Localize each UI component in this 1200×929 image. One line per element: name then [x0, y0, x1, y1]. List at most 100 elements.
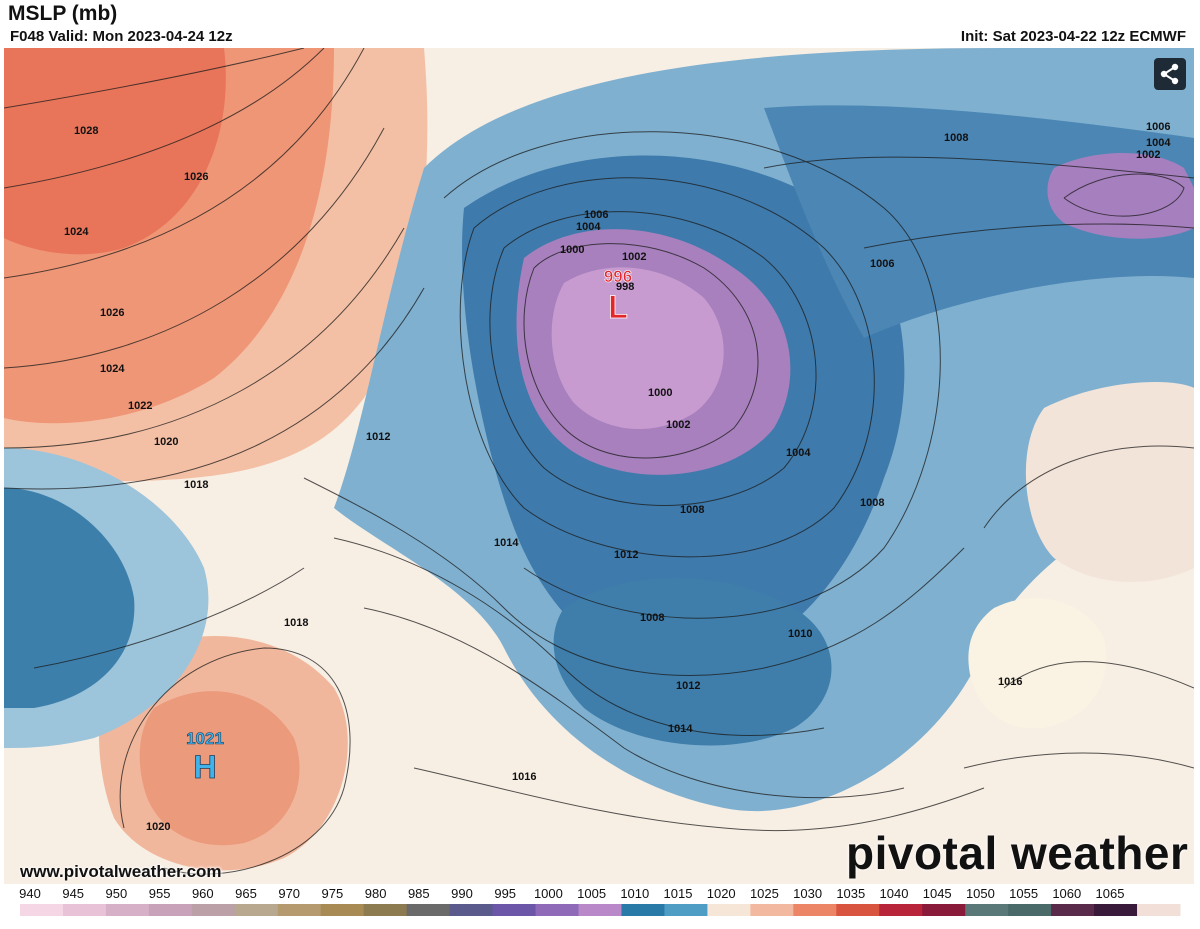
contour-label: 1018	[184, 479, 208, 491]
scale-bar	[20, 904, 1181, 916]
low-pressure-value: 996	[604, 267, 632, 286]
contour-label: 1002	[666, 419, 690, 431]
contour-label: 1020	[146, 821, 170, 833]
init-time: Init: Sat 2023-04-22 12z ECMWF	[960, 28, 1186, 45]
contour-label: 1022	[128, 400, 152, 412]
map-title: MSLP (mb)	[8, 2, 118, 25]
scale-tick-label: 1015	[664, 886, 693, 901]
scale-tick-label: 970	[278, 886, 300, 901]
brand-logo: pivotal weather	[846, 827, 1189, 879]
isobars	[4, 48, 1194, 875]
contour-label: 1006	[870, 258, 894, 270]
scale-color-segment	[1051, 904, 1095, 916]
scale-color-segment	[62, 904, 107, 916]
scale-color-segment	[320, 904, 365, 916]
contour-label: 1002	[622, 251, 646, 263]
scale-tick-label: 1025	[750, 886, 779, 901]
scale-color-segment	[234, 904, 279, 916]
scale-color-segment	[664, 904, 708, 916]
contour-label: 1018	[284, 617, 308, 629]
scale-tick-label: 1000	[534, 886, 563, 901]
low-pressure-mediterranean	[553, 578, 832, 746]
scale-color-segment	[449, 904, 494, 916]
scale-color-segment	[965, 904, 1009, 916]
contour-label: 1016	[998, 676, 1022, 688]
contour-label: 1010	[788, 628, 812, 640]
contour-label: 1000	[560, 244, 584, 256]
scale-color-segment	[20, 904, 64, 916]
scale-tick-label: 965	[235, 886, 257, 901]
scale-color-segment	[406, 904, 451, 916]
scale-tick-label: 1010	[620, 886, 649, 901]
high-pressure-center-northwest	[4, 48, 226, 255]
contour-label: 1004	[1146, 137, 1171, 149]
scale-color-segment	[578, 904, 622, 916]
contour-label: 1002	[1136, 149, 1160, 161]
scale-tick-label: 995	[494, 886, 516, 901]
scale-color-segment	[105, 904, 150, 916]
high-pressure-letter: H	[193, 749, 216, 785]
contour-label: 1028	[74, 125, 98, 137]
valid-time: F048 Valid: Mon 2023-04-24 12z	[10, 28, 233, 45]
contour-label: 1004	[576, 221, 601, 233]
scale-tick-label: 1065	[1096, 886, 1125, 901]
scale-tick-label: 960	[192, 886, 214, 901]
scale-color-segment	[793, 904, 837, 916]
scale-tick-label: 1035	[836, 886, 865, 901]
scale-tick-label: 1020	[707, 886, 736, 901]
contour-label: 1008	[860, 497, 884, 509]
contour-label: 998	[616, 281, 634, 293]
contour-label: 1006	[584, 209, 608, 221]
scale-tick-label: 945	[62, 886, 84, 901]
scale-color-segment	[750, 904, 794, 916]
scale-color-segment	[836, 904, 880, 916]
scale-labels: 940 945 950 955 960 965 970 975 980 985 990 995 1000…	[19, 886, 1124, 901]
low-pressure-letter: L	[608, 289, 628, 325]
low-pressure-deep-core	[551, 267, 724, 430]
scale-tick-label: 975	[322, 886, 344, 901]
scale-color-segment	[1137, 904, 1181, 916]
scale-color-segment	[148, 904, 193, 916]
contour-label: 1008	[640, 612, 664, 624]
scale-tick-label: 1060	[1052, 886, 1081, 901]
scale-tick-label: 940	[19, 886, 41, 901]
scale-color-segment	[1008, 904, 1052, 916]
contour-labels: 1028 1026 1024 1026 1024 1022 1020 1018 …	[64, 121, 1171, 833]
contour-label: 1006	[1146, 121, 1170, 133]
scale-color-segment	[535, 904, 580, 916]
contour-label: 1004	[786, 447, 811, 459]
source-url[interactable]: www.pivotalweather.com	[20, 862, 222, 881]
scale-color-segment	[277, 904, 322, 916]
scale-color-segment	[492, 904, 537, 916]
contour-label: 1008	[680, 504, 704, 516]
pressure-color-scale: 940 945 950 955 960 965 970 975 980 985 990 995 1000…	[19, 886, 1181, 916]
pressure-map: 1028 1026 1024 1026 1024 1022 1020 1018 …	[4, 48, 1194, 884]
scale-color-segment	[922, 904, 966, 916]
contour-label: 1012	[676, 680, 700, 692]
contour-label: 1016	[512, 771, 536, 783]
scale-color-segment	[191, 904, 236, 916]
contour-label: 1026	[100, 307, 124, 319]
share-button[interactable]	[1154, 58, 1186, 90]
contour-label: 1024	[64, 226, 89, 238]
high-pressure-value: 1021	[186, 729, 224, 748]
scale-tick-label: 955	[149, 886, 171, 901]
contour-label: 1000	[648, 387, 672, 399]
contour-label: 1012	[614, 549, 638, 561]
scale-tick-label: 980	[365, 886, 387, 901]
contour-label: 1024	[100, 363, 125, 375]
scale-tick-label: 985	[408, 886, 430, 901]
scale-color-segment	[707, 904, 751, 916]
scale-color-segment	[879, 904, 923, 916]
contour-label: 1026	[184, 171, 208, 183]
scale-color-segment	[621, 904, 665, 916]
contour-label: 1012	[366, 431, 390, 443]
contour-label: 1020	[154, 436, 178, 448]
scale-tick-label: 990	[451, 886, 473, 901]
scale-tick-label: 1055	[1009, 886, 1038, 901]
scale-tick-label: 1005	[577, 886, 606, 901]
scale-color-segment	[1094, 904, 1138, 916]
scale-tick-label: 1040	[880, 886, 909, 901]
share-icon	[1160, 63, 1179, 85]
scale-tick-label: 1045	[923, 886, 952, 901]
